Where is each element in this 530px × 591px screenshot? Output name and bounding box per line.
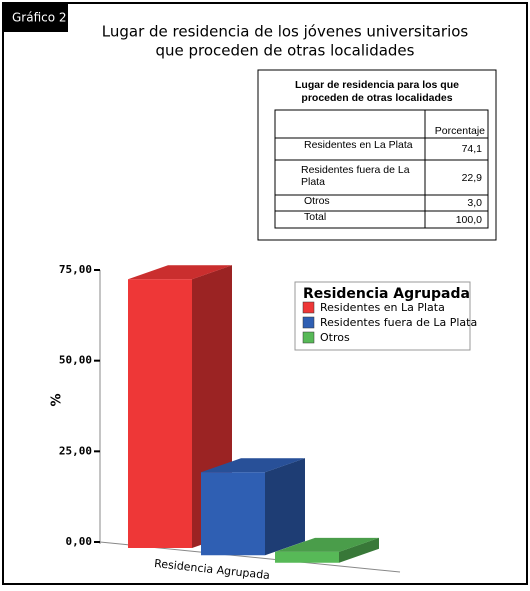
table-cell: 22,9 bbox=[462, 172, 483, 184]
bar-top-shade bbox=[275, 537, 379, 552]
legend-label: Residentes fuera de La Plata bbox=[320, 316, 477, 329]
bar-side bbox=[265, 458, 305, 556]
table-header: Porcentaje bbox=[435, 125, 485, 137]
plot: 0,00 25,00 50,00 75,00 bbox=[59, 263, 401, 573]
y-axis-label: % bbox=[50, 393, 65, 406]
title-line: que proceden de otras localidades bbox=[156, 42, 415, 60]
figure-label: Gráfico 2 bbox=[12, 11, 67, 25]
bar-side bbox=[339, 537, 379, 563]
bar-top-shade bbox=[201, 458, 305, 473]
table-panel: Lugar de residencia para los que procede… bbox=[257, 69, 497, 241]
legend-swatch bbox=[302, 316, 315, 329]
table-cell: 74,1 bbox=[462, 143, 483, 155]
y-tick-label: 25,00 bbox=[59, 444, 92, 457]
label-box bbox=[4, 4, 68, 32]
bar-side-shade bbox=[265, 458, 305, 556]
bar-top bbox=[201, 458, 305, 473]
legend-box bbox=[294, 281, 471, 351]
table-cell: Residentes en La Plata bbox=[304, 139, 413, 151]
bar-top bbox=[275, 537, 379, 552]
table-cell: Residentes fuera de La Plata bbox=[301, 164, 410, 188]
bar-top bbox=[128, 265, 232, 280]
y-tick-label: 0,00 bbox=[66, 535, 93, 548]
legend-title: Residencia Agrupada bbox=[303, 286, 470, 302]
table-title: Lugar de residencia para los que bbox=[295, 79, 459, 91]
bar bbox=[128, 279, 192, 548]
table-grid bbox=[274, 109, 489, 229]
y-tick-label: 75,00 bbox=[59, 263, 92, 276]
table-cell: Total bbox=[304, 211, 326, 223]
table-cell-box: Residentes fuera de La Plata bbox=[301, 164, 410, 188]
legend-label: Residentes en La Plata bbox=[320, 301, 445, 314]
table-cell: Otros bbox=[304, 195, 330, 207]
title-line: Lugar de residencia de los jóvenes unive… bbox=[102, 23, 469, 41]
legend-swatch bbox=[302, 331, 315, 344]
bar-top-shade bbox=[128, 265, 232, 280]
legend-swatch bbox=[302, 301, 315, 314]
bar bbox=[201, 472, 265, 556]
y-tick-label: 50,00 bbox=[59, 354, 92, 367]
bar-side-shade bbox=[339, 537, 379, 563]
table-box bbox=[257, 69, 497, 241]
legend-label: Otros bbox=[320, 331, 350, 344]
table-cell: 100,0 bbox=[456, 214, 482, 226]
table-title: proceden de otras localidades bbox=[301, 92, 452, 104]
bar bbox=[275, 551, 339, 563]
table-cell: 3,0 bbox=[467, 197, 482, 209]
